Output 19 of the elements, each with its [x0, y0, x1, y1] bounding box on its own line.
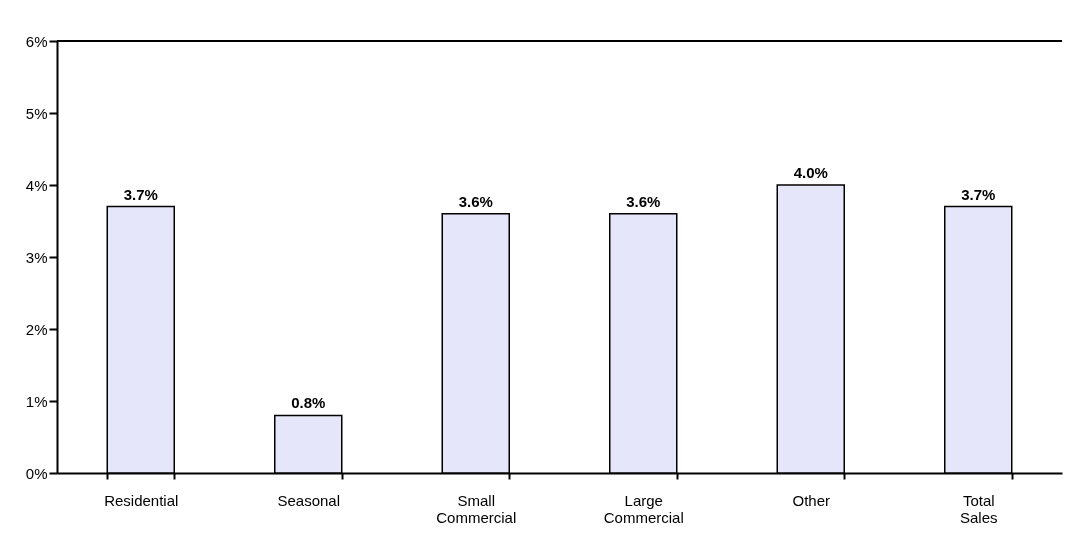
- x-tick-label: Total Sales: [959, 491, 998, 526]
- data-label: 0.8%: [291, 394, 326, 412]
- y-tick-label: 0%: [25, 464, 48, 482]
- y-tick-label: 4%: [25, 176, 48, 194]
- x-tick-label: Large Commercial: [603, 491, 684, 526]
- x-tick-label: Residential: [104, 491, 179, 509]
- y-tick-label: 3%: [25, 248, 48, 266]
- data-label: 3.7%: [961, 185, 996, 203]
- y-tick-label: 6%: [25, 32, 48, 50]
- y-tick-label: 5%: [25, 104, 48, 122]
- x-tick-label: Other: [792, 491, 831, 509]
- x-tick-label: Small Commercial: [436, 491, 517, 526]
- x-tick-label: Seasonal: [277, 491, 341, 509]
- data-label: 3.6%: [626, 192, 661, 210]
- data-label: 3.6%: [458, 192, 493, 210]
- y-tick-label: 1%: [25, 392, 48, 410]
- y-tick-label: 2%: [25, 320, 48, 338]
- data-label: 3.7%: [123, 185, 158, 203]
- data-label: 4.0%: [793, 164, 828, 181]
